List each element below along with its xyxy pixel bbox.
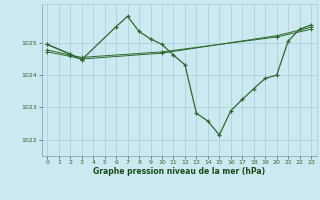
X-axis label: Graphe pression niveau de la mer (hPa): Graphe pression niveau de la mer (hPa) (93, 167, 265, 176)
